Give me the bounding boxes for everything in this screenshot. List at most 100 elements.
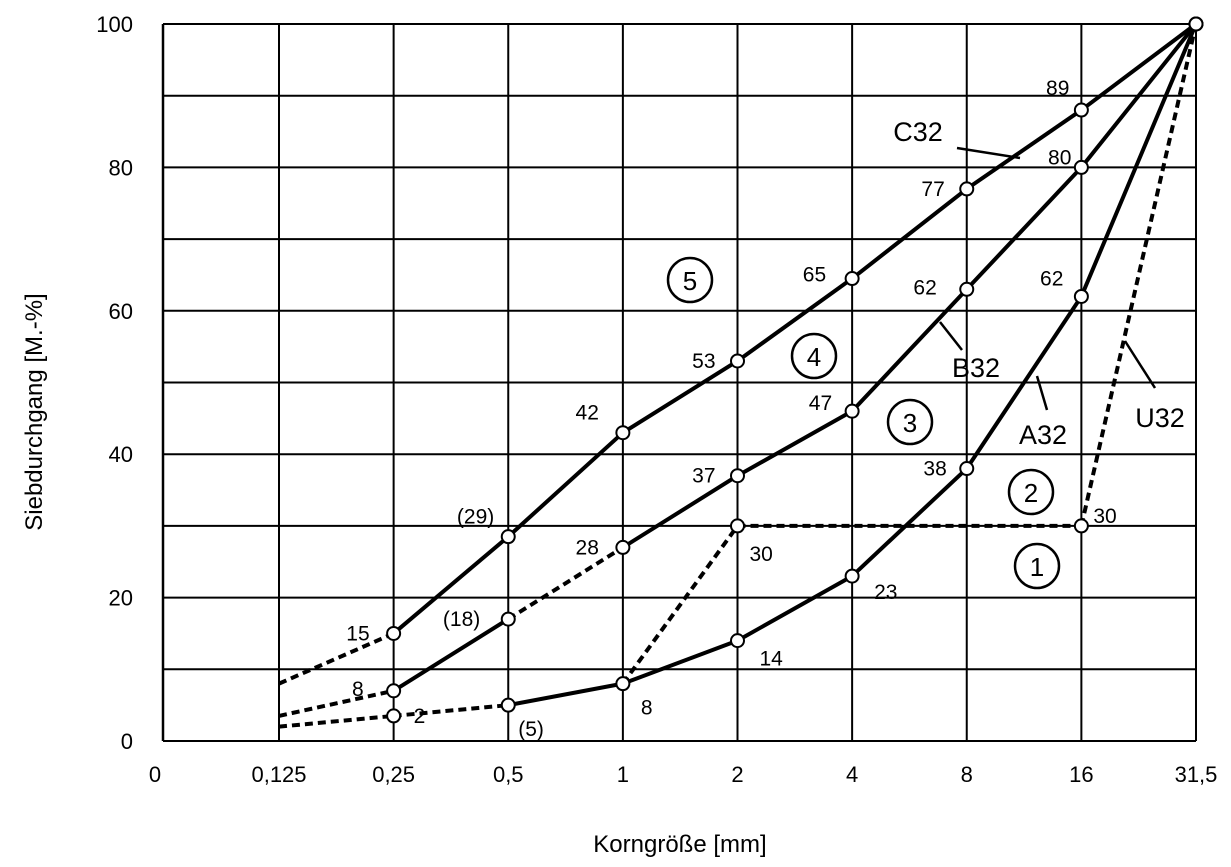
series-line-b32 — [621, 474, 739, 550]
data-point-b32 — [615, 539, 631, 555]
point-label-u32: 30 — [750, 543, 773, 566]
zone-number: 1 — [1030, 552, 1044, 582]
data-point-c32 — [730, 353, 745, 369]
data-point-c32 — [500, 529, 516, 545]
series-line-a32 — [736, 574, 854, 643]
series-line-c32 — [1080, 22, 1198, 112]
x-tick-label: 4 — [846, 762, 858, 787]
leader-line-c32 — [956, 146, 1021, 160]
zone-circle — [1007, 468, 1055, 516]
series-line-a32 — [965, 295, 1084, 470]
point-label-b32: (18) — [443, 608, 480, 631]
zone-marker-1: 1 — [1013, 542, 1061, 590]
series-line-c32 — [278, 631, 395, 686]
data-point-c32 — [1188, 16, 1204, 32]
series-line-a32 — [622, 638, 739, 686]
y-tick-label: 60 — [109, 299, 133, 324]
data-point-c32 — [844, 271, 860, 287]
series-line-b32 — [965, 166, 1083, 291]
data-point-a32 — [959, 461, 975, 477]
data-point-a32 — [844, 568, 860, 584]
zone-number: 3 — [903, 408, 917, 438]
series-markers — [386, 16, 1204, 724]
series-line-c32 — [736, 276, 854, 363]
data-point-b32 — [500, 611, 516, 627]
zone-marker-4: 4 — [790, 332, 838, 380]
point-label-c32: (29) — [457, 506, 494, 529]
series-name-c32: C32 — [893, 117, 943, 147]
series-line-c32 — [965, 108, 1083, 191]
point-label-c32: 42 — [576, 402, 599, 425]
point-label-u32: 30 — [1093, 505, 1116, 528]
y-tick-label: 80 — [109, 155, 133, 180]
data-point-b32 — [386, 683, 402, 699]
data-point-c32 — [959, 181, 975, 197]
y-tick-label: 100 — [96, 12, 133, 37]
x-tick-label: 8 — [961, 762, 973, 787]
point-label-b32: 28 — [576, 536, 599, 559]
y-axis-title: Siebdurchgang [M.-%] — [21, 293, 48, 530]
series-line-a32 — [393, 703, 509, 718]
zone-number: 2 — [1024, 478, 1038, 508]
x-tick-label: 2 — [731, 762, 743, 787]
point-label-b32: 37 — [692, 465, 715, 488]
data-point-u32 — [1073, 518, 1089, 534]
x-tick-label: 0,25 — [372, 762, 415, 787]
x-tick-label: 0,5 — [493, 762, 524, 787]
point-label-c32: 15 — [346, 622, 369, 645]
point-label-a32: 62 — [1040, 267, 1063, 290]
zone-number: 5 — [683, 266, 697, 296]
point-label-b32: 8 — [352, 678, 364, 701]
series-line-u32 — [621, 524, 740, 685]
data-point-b32 — [730, 468, 745, 484]
point-label-b32: 62 — [913, 276, 936, 299]
zone-marker-2: 2 — [1007, 468, 1055, 516]
point-label-b32: 47 — [809, 392, 832, 415]
series-names: A32 B32 C32 U32 — [893, 117, 1185, 450]
x-tick-label: 1 — [617, 762, 629, 787]
chart-grid — [161, 23, 1197, 742]
point-label-a32: 14 — [760, 648, 784, 671]
data-point-c32 — [1073, 102, 1089, 118]
point-label-c32: 77 — [921, 178, 944, 201]
data-point-a32 — [386, 708, 402, 724]
series-name-b32: B32 — [952, 353, 1000, 383]
point-label-c32: 65 — [803, 264, 826, 287]
x-tick-label: 16 — [1069, 762, 1093, 787]
series-name-u32: U32 — [1135, 403, 1185, 433]
data-point-a32 — [500, 697, 516, 713]
leader-line-b32 — [939, 321, 963, 351]
leader-line-a32 — [1035, 375, 1049, 411]
series-name-a32: A32 — [1019, 420, 1067, 450]
series-line-a32 — [278, 713, 394, 729]
point-label-b32: 80 — [1048, 146, 1071, 169]
x-tick-label: 0 — [149, 762, 161, 787]
x-tick-label: 31,5 — [1175, 762, 1218, 787]
data-point-a32 — [1073, 288, 1089, 304]
series-line-b32 — [507, 545, 624, 621]
point-label-c32: 89 — [1046, 77, 1069, 100]
y-tick-label: 20 — [109, 586, 133, 611]
point-label-c32: 53 — [692, 350, 715, 373]
series-line-c32 — [621, 359, 739, 435]
series-line-b32 — [850, 287, 969, 413]
point-label-a32: 2 — [414, 705, 426, 728]
point-label-a32: (5) — [518, 718, 544, 741]
zone-markers: 1 2 3 4 5 — [666, 256, 1061, 590]
series-line-a32 — [1079, 23, 1198, 298]
y-tick-label: 40 — [109, 442, 133, 467]
series-line-a32 — [850, 467, 969, 578]
zone-circle — [790, 332, 838, 380]
data-point-b32 — [1073, 159, 1089, 175]
zone-circle — [666, 256, 714, 304]
data-point-a32 — [615, 676, 631, 692]
series-line-b32 — [392, 617, 510, 693]
point-label-a32: 23 — [874, 581, 897, 604]
y-tick-label: 0 — [121, 729, 133, 754]
series-line-b32 — [1079, 22, 1198, 169]
zone-circle — [886, 398, 934, 446]
series-line-a32 — [507, 681, 624, 708]
series-line-b32 — [278, 688, 395, 718]
point-label-a32: 38 — [923, 458, 946, 481]
